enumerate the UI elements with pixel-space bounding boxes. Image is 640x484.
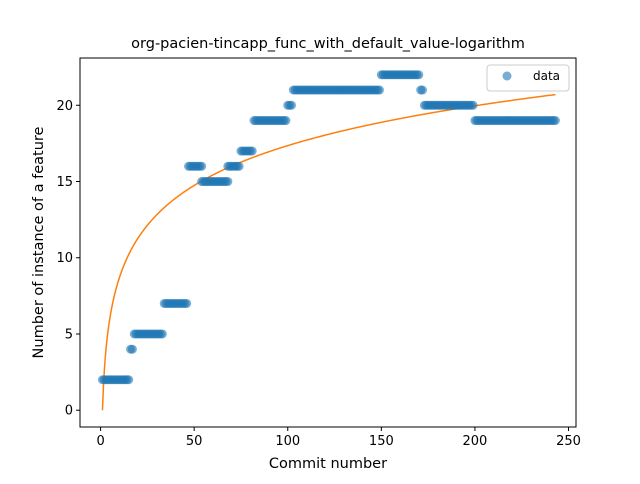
fit-layer bbox=[101, 93, 556, 411]
y-tick-label: 10 bbox=[56, 251, 73, 266]
chart-title: org-pacien-tincapp_func_with_default_val… bbox=[131, 36, 525, 52]
axes-frame bbox=[79, 57, 577, 428]
scatter-layer bbox=[97, 70, 560, 385]
data-point bbox=[223, 177, 233, 187]
x-tick-label: 50 bbox=[186, 434, 203, 449]
y-tick-label: 0 bbox=[65, 404, 73, 419]
legend-marker-data bbox=[502, 71, 512, 81]
data-point bbox=[468, 100, 478, 110]
x-tick-label: 200 bbox=[463, 434, 488, 449]
y-tick-label: 5 bbox=[65, 327, 73, 342]
x-tick-label: 250 bbox=[556, 434, 581, 449]
data-point bbox=[234, 161, 244, 171]
data-point bbox=[287, 100, 296, 110]
data-point bbox=[550, 116, 560, 126]
x-tick-label: 150 bbox=[369, 434, 394, 449]
y-axis-label: Number of instance of a feature bbox=[31, 126, 47, 358]
data-point bbox=[157, 329, 167, 339]
data-point bbox=[247, 146, 257, 156]
legend: data bbox=[486, 64, 570, 92]
legend-box bbox=[486, 64, 570, 92]
data-point bbox=[124, 375, 134, 385]
x-ticks: 0 50 100 150 200 250 bbox=[96, 427, 581, 449]
x-axis-label: Commit number bbox=[269, 456, 387, 472]
x-tick-label: 100 bbox=[275, 434, 300, 449]
y-tick-label: 20 bbox=[56, 99, 73, 114]
data-point bbox=[418, 85, 428, 95]
data-point bbox=[182, 298, 192, 308]
y-tick-label: 15 bbox=[56, 175, 73, 190]
legend-label-data: data bbox=[533, 69, 560, 83]
x-tick-label: 0 bbox=[96, 434, 104, 449]
y-ticks: 0 5 10 15 20 bbox=[56, 99, 80, 419]
data-point bbox=[281, 116, 291, 126]
data-point bbox=[414, 70, 424, 80]
data-point bbox=[127, 344, 137, 354]
fit-line bbox=[101, 93, 556, 411]
plot-area bbox=[97, 70, 560, 411]
data-point bbox=[197, 161, 207, 171]
data-point bbox=[374, 85, 384, 95]
